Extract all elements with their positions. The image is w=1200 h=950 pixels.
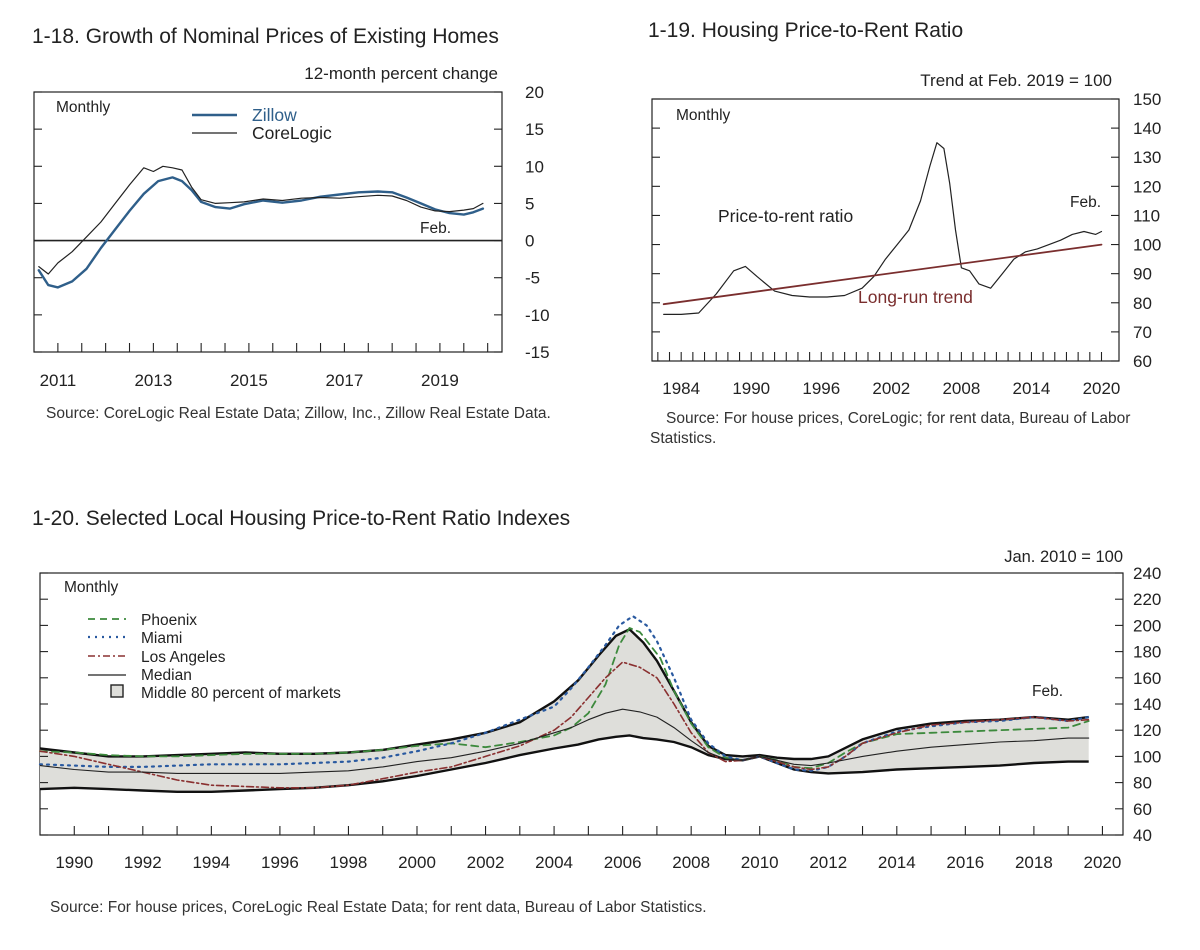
chart-18-frequency-label: Monthly — [56, 99, 111, 116]
c20-ytick-label: 60 — [1133, 800, 1152, 819]
c19-xtick-label: 1990 — [732, 379, 770, 398]
c18-ytick-label: 20 — [525, 83, 544, 102]
c19-ytick-label: 130 — [1133, 148, 1161, 167]
legend-median-label: Median — [141, 667, 192, 684]
c18-ytick-label: 0 — [525, 232, 534, 251]
c20-xtick-label: 2014 — [878, 853, 916, 872]
series-line-median — [39, 708, 1090, 774]
c18-xtick-label: 2019 — [421, 371, 459, 390]
series-line-long-run-trend — [662, 243, 1103, 306]
series-line-miami — [38, 615, 1090, 772]
c19-ytick-label: 100 — [1133, 236, 1161, 255]
c19-ytick-label: 120 — [1133, 177, 1161, 196]
chart-18-end-label: Feb. — [420, 220, 451, 237]
series-line-price-to-rent-ratio — [663, 142, 1103, 315]
series-line-los-angeles — [39, 661, 1090, 789]
chart-19-end-label: Feb. — [1070, 194, 1101, 211]
chart-20-source: Source: For house prices, CoreLogic Real… — [50, 899, 707, 916]
c18-ytick-label: 5 — [525, 194, 534, 213]
c19-ytick-label: 60 — [1133, 352, 1152, 371]
c20-xtick-label: 2004 — [535, 853, 573, 872]
c20-ytick-label: 200 — [1133, 616, 1161, 635]
c20-xtick-label: 1990 — [55, 853, 93, 872]
c19-xtick-label: 2002 — [872, 379, 910, 398]
chart-19-ratio-label: Price-to-rent ratio — [718, 206, 853, 226]
chart-18-frame — [33, 91, 503, 353]
c20-ytick-label: 160 — [1133, 669, 1161, 688]
chart-19-frequency-label: Monthly — [676, 107, 731, 124]
c20-ytick-label: 220 — [1133, 590, 1161, 609]
c20-xtick-label: 2020 — [1084, 853, 1122, 872]
chart-18-source: Source: CoreLogic Real Estate Data; Zill… — [46, 405, 551, 422]
c19-ytick-label: 150 — [1133, 90, 1161, 109]
chart-20-unit-label: Jan. 2010 = 100 — [1004, 548, 1123, 566]
legend-zillow-label: Zillow — [252, 105, 297, 125]
c18-xtick-label: 2011 — [40, 371, 77, 390]
c19-xtick-label: 1984 — [662, 379, 700, 398]
chart-20-title: 1-20. Selected Local Housing Price-to-Re… — [32, 507, 571, 530]
c20-xtick-label: 1994 — [192, 853, 230, 872]
band-lower-bound-line — [39, 734, 1089, 793]
c18-xtick-label: 2017 — [325, 371, 363, 390]
chart-18-unit-label: 12-month percent change — [304, 64, 498, 83]
c20-xtick-label: 2012 — [809, 853, 847, 872]
c18-xtick-label: 2015 — [230, 371, 268, 390]
legend-corelogic-label: CoreLogic — [252, 123, 332, 143]
legend-phoenix-label: Phoenix — [141, 612, 197, 629]
c20-ytick-label: 240 — [1133, 564, 1161, 583]
c20-xtick-label: 2016 — [946, 853, 984, 872]
c20-xtick-label: 2018 — [1015, 853, 1053, 872]
c18-ytick-label: 10 — [525, 157, 544, 176]
chart-19-unit-label: Trend at Feb. 2019 = 100 — [920, 71, 1112, 90]
c20-ytick-label: 180 — [1133, 643, 1161, 662]
c18-ytick-label: -5 — [525, 269, 540, 288]
c20-xtick-label: 2002 — [467, 853, 505, 872]
c20-ytick-label: 40 — [1133, 826, 1152, 845]
chart-20-frequency-label: Monthly — [64, 579, 119, 596]
series-line-corelogic — [38, 165, 484, 275]
c20-ytick-label: 140 — [1133, 695, 1161, 714]
middle-80-percent-band — [40, 629, 1089, 792]
c19-ytick-label: 90 — [1133, 265, 1152, 284]
c20-ytick-label: 80 — [1133, 774, 1152, 793]
c18-xtick-label: 2013 — [134, 371, 172, 390]
c19-xtick-label: 2020 — [1083, 379, 1121, 398]
legend-band-swatch — [110, 684, 124, 698]
c20-xtick-label: 1998 — [330, 853, 368, 872]
chart-19-frame — [651, 98, 1120, 362]
c20-ytick-label: 120 — [1133, 721, 1161, 740]
c18-ytick-label: -10 — [525, 306, 550, 325]
c20-xtick-label: 1996 — [261, 853, 299, 872]
c20-xtick-label: 1992 — [124, 853, 162, 872]
c20-xtick-label: 2000 — [398, 853, 436, 872]
chart-19-source: Source: For house prices, CoreLogic; for… — [650, 410, 1131, 447]
c19-ytick-label: 140 — [1133, 119, 1161, 138]
c19-ytick-label: 80 — [1133, 294, 1152, 313]
c20-xtick-label: 2006 — [604, 853, 642, 872]
c20-ytick-label: 100 — [1133, 747, 1161, 766]
c20-xtick-label: 2008 — [672, 853, 710, 872]
chart-19-title: 1-19. Housing Price-to-Rent Ratio — [648, 19, 964, 42]
legend-miami-label: Miami — [141, 630, 182, 647]
c19-xtick-label: 2008 — [942, 379, 980, 398]
legend-los-angeles-label: Los Angeles — [141, 649, 226, 666]
chart-20-end-label: Feb. — [1032, 683, 1063, 700]
chart-18-title: 1-18. Growth of Nominal Prices of Existi… — [32, 25, 499, 48]
legend-band-label: Middle 80 percent of markets — [141, 685, 341, 702]
c20-xtick-label: 2010 — [741, 853, 779, 872]
c19-xtick-label: 1996 — [802, 379, 840, 398]
c19-xtick-label: 2014 — [1013, 379, 1051, 398]
chart-19-trend-label: Long-run trend — [858, 287, 973, 307]
c18-ytick-label: -15 — [525, 343, 550, 362]
c18-ytick-label: 15 — [525, 120, 544, 139]
c19-ytick-label: 110 — [1133, 206, 1160, 225]
c19-ytick-label: 70 — [1133, 323, 1152, 342]
series-line-zillow — [37, 176, 485, 289]
